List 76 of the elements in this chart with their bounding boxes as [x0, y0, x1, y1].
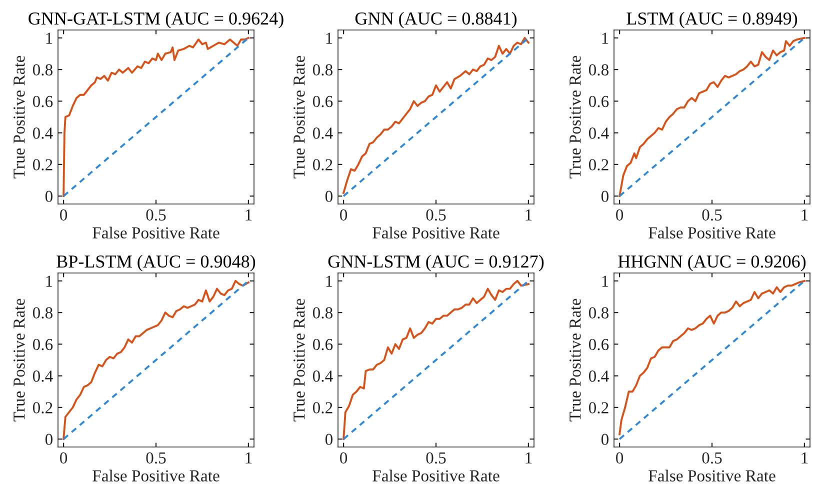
y-axis-title: True Positive Rate	[570, 298, 581, 422]
y-axis-title: True Positive Rate	[294, 56, 305, 178]
y-tick-label: 0.4	[588, 128, 609, 139]
x-tick-label: 0	[340, 209, 348, 221]
y-tick-label: 0.4	[32, 370, 53, 382]
y-tick-label: 0.6	[32, 338, 53, 350]
line-series	[342, 280, 530, 440]
x-axis-title: False Positive Rate	[648, 226, 776, 238]
y-tick-label: 0.4	[588, 370, 609, 382]
y-axis-title: True Positive Rate	[570, 56, 581, 178]
y-tick-label: 0	[601, 190, 609, 202]
y-tick-label: 1	[326, 276, 332, 287]
x-tick-label: 1	[246, 209, 252, 220]
y-tick-label: 0.4	[312, 128, 333, 139]
x-tick-label: 0	[616, 452, 624, 464]
y-tick-label: 0.6	[588, 96, 609, 108]
y-tick-label: 0.8	[588, 307, 609, 319]
x-tick-label: 0	[60, 209, 68, 221]
x-tick-label: 0.5	[146, 209, 166, 221]
y-tick-label: 0.8	[32, 307, 53, 319]
y-tick-label: 0.6	[312, 96, 333, 108]
y-tick-label: 0.2	[588, 159, 608, 170]
chart-title: LSTM (AUC = 0.8949)	[626, 12, 798, 28]
x-axis-title: False Positive Rate	[372, 470, 500, 482]
y-axis-title: True Positive Rate	[294, 298, 305, 422]
x-axis-title: False Positive Rate	[92, 226, 220, 238]
x-tick-label: 0	[616, 209, 624, 221]
line-series	[62, 36, 250, 198]
line-series	[618, 36, 806, 198]
y-axis-title: True Positive Rate	[14, 56, 25, 178]
y-tick-label: 0.8	[32, 64, 53, 76]
x-axis-title: False Positive Rate	[92, 470, 220, 482]
chart-title: GNN-LSTM (AUC = 0.9127)	[328, 254, 544, 272]
y-tick-label: 0.2	[32, 402, 52, 414]
y-tick-label: 0.6	[312, 338, 333, 350]
chart-title: GNN-GAT-LSTM (AUC = 0.9624)	[28, 12, 284, 28]
y-tick-label: 0.8	[588, 64, 609, 76]
y-tick-label: 0	[325, 190, 333, 202]
x-axis-title: False Positive Rate	[648, 470, 776, 482]
x-tick-label: 0	[60, 452, 68, 464]
y-tick-label: 0.6	[32, 96, 53, 108]
x-tick-label: 0	[340, 452, 348, 464]
x-tick-label: 0.5	[426, 452, 446, 464]
y-tick-label: 0	[45, 434, 53, 446]
x-tick-label: 1	[802, 209, 808, 220]
line-series	[62, 280, 250, 440]
x-tick-label: 0.5	[426, 209, 446, 221]
y-tick-label: 0.2	[32, 159, 52, 170]
y-tick-label: 0	[601, 434, 609, 446]
y-tick-label: 0.6	[588, 338, 609, 350]
x-axis-title: False Positive Rate	[372, 226, 500, 238]
y-tick-label: 1	[602, 276, 608, 287]
chart-title: GNN (AUC = 0.8841)	[355, 12, 517, 28]
y-tick-label: 0.8	[312, 307, 333, 319]
y-tick-label: 0.2	[588, 402, 608, 414]
chart-title: HHGNN (AUC = 0.9206)	[618, 254, 806, 272]
y-tick-label: 1	[46, 276, 52, 287]
y-axis-title: True Positive Rate	[14, 298, 25, 422]
y-tick-label: 0	[325, 434, 333, 446]
x-tick-label: 1	[802, 452, 808, 464]
x-tick-label: 0.5	[702, 209, 722, 221]
x-tick-label: 0.5	[702, 452, 722, 464]
x-tick-label: 1	[526, 209, 532, 220]
x-tick-label: 1	[526, 452, 532, 464]
y-tick-label: 1	[602, 32, 608, 44]
y-tick-label: 0.4	[312, 370, 333, 382]
y-tick-label: 0.8	[312, 64, 333, 76]
y-tick-label: 1	[326, 32, 332, 44]
y-tick-label: 0.4	[32, 128, 53, 139]
x-tick-label: 0.5	[146, 452, 166, 464]
y-tick-label: 0	[45, 190, 53, 202]
y-tick-label: 0.2	[312, 402, 332, 414]
chart-title: BP-LSTM (AUC = 0.9048)	[56, 254, 256, 272]
x-tick-label: 1	[246, 452, 252, 464]
y-tick-label: 1	[46, 32, 52, 44]
y-tick-label: 0.2	[312, 159, 332, 170]
